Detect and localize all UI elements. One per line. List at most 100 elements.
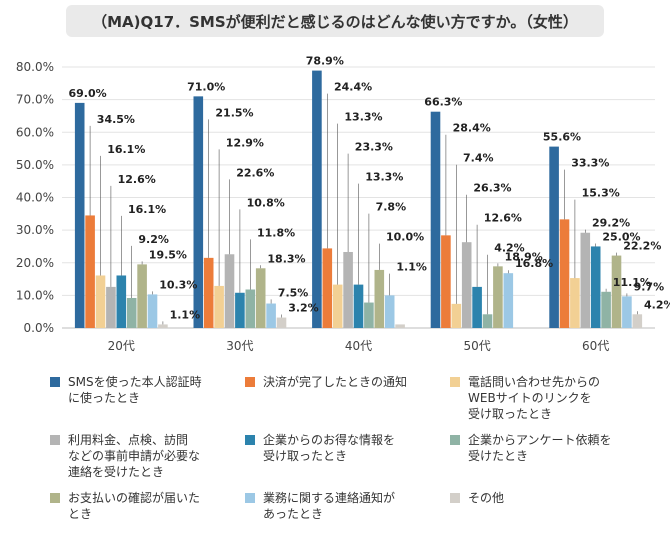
data-label-layer: 69.0% 34.5% 16.1% 12.6% 16.1% 9.2% 19.5% 10.3% 1… [69,55,670,325]
bar [590,246,601,328]
data-label: 18.3% [267,252,305,265]
bar [441,235,451,328]
x-tick-label: 40代 [345,339,372,353]
data-label: 10.3% [159,278,197,291]
chart-title: （MA)Q17．SMSが便利だと感じるのはどんな使い方ですか。（女性） [66,5,604,37]
legend-item: その他 [450,490,645,506]
data-label: 28.4% [453,122,491,135]
legend-label: 企業からアンケート依頼を 受けたとき [468,433,612,463]
data-label: 7.4% [463,152,494,165]
data-label: 21.5% [215,106,253,119]
bar [276,317,287,328]
data-label: 16.1% [107,143,145,156]
data-label: 24.4% [334,81,372,94]
data-label: 13.3% [344,111,382,124]
legend-swatch [450,493,460,503]
legend-swatch [50,435,60,445]
bar [374,269,385,328]
legend-swatch [245,435,255,445]
data-label: 33.3% [571,157,609,170]
legend-item: 企業からのお得な情報を 受け取ったとき [245,432,440,464]
bar [632,314,643,328]
bar [461,242,472,328]
legend-item: 利用料金、点検、訪問 などの事前申請が必要な 連絡を受けたとき [50,432,245,480]
data-label: 4.2% [644,298,670,311]
data-label: 18.9% [505,250,543,263]
data-label: 55.6% [543,131,581,144]
data-label: 10.0% [386,231,424,244]
legend-item: 企業からアンケート依頼を 受けたとき [450,432,645,464]
bar [559,219,570,328]
legend-label: 企業からのお得な情報を 受け取ったとき [263,433,396,463]
bar [106,286,116,328]
y-tick-label: 20.0% [16,256,54,270]
data-label: 1.1% [170,308,201,321]
data-label: 71.0% [187,80,225,93]
bar [472,286,482,328]
y-tick-label: 0.0% [24,321,55,335]
data-label: 3.2% [288,302,319,315]
bar [503,273,514,328]
y-tick-label: 40.0% [16,191,54,205]
legend-item: 決済が完了したときの通知 [245,374,440,390]
bar [224,254,235,328]
y-tick-label: 30.0% [16,223,54,237]
bar [332,284,343,328]
bar [493,266,503,328]
bar [384,295,395,328]
data-label: 11.1% [613,276,651,289]
data-label: 69.0% [69,87,107,100]
data-label: 19.5% [149,248,187,261]
legend-swatch [50,493,60,503]
data-label: 11.8% [257,226,295,239]
data-label: 26.3% [473,182,511,195]
x-tick-label: 20代 [108,339,135,353]
legend-swatch [50,377,60,387]
bar [353,284,364,328]
bar [549,146,559,328]
legend-swatch [245,377,255,387]
x-tick-label: 30代 [226,339,253,353]
legend-swatch [450,435,460,445]
bar [85,215,95,328]
bar-chart: 0.0% 10.0% 20.0% 30.0% 40.0% 50.0% 60.0% 70.0% 8… [16,55,670,353]
data-label: 12.6% [484,212,522,225]
data-label: 29.2% [592,217,630,230]
x-tick-label: 60代 [582,339,609,353]
data-label: 9.2% [138,233,169,246]
legend-label: その他 [468,491,505,505]
bar [611,255,622,328]
data-label: 25.0% [602,230,640,243]
bar [312,70,322,329]
data-label: 9.7% [634,280,665,293]
bar [580,232,591,328]
legend-item: お支払いの確認が届いた とき [50,490,245,522]
legend-item: SMSを使った本人認証時 に使ったとき [50,374,245,406]
y-tick-label: 70.0% [16,93,54,107]
legend-label: 決済が完了したときの通知 [263,375,408,389]
data-label: 13.3% [365,171,403,184]
y-tick-label: 80.0% [16,60,54,74]
legend-swatch [450,377,460,387]
legend-label: 業務に関する連絡通知が あったとき [263,491,396,521]
legend-label: 利用料金、点検、訪問 などの事前申請が必要な 連絡を受けたとき [68,433,201,479]
data-label: 23.3% [355,141,393,154]
data-label: 12.9% [226,136,264,149]
bar [343,251,353,328]
bar-layer [74,70,643,329]
legend-item: 業務に関する連絡通知が あったとき [245,490,440,522]
bar [193,96,204,328]
bar [203,257,214,328]
data-label: 78.9% [306,55,344,68]
bar [451,303,462,328]
bar [158,324,168,328]
bar [116,275,127,328]
data-label: 10.8% [247,196,285,209]
bar [126,297,137,328]
bar [570,278,580,328]
bar [322,248,333,328]
y-tick-label: 10.0% [16,288,54,302]
data-label: 22.2% [623,240,661,253]
bar [482,314,493,328]
legend-label: 電話問い合わせ先からの WEBサイトのリンクを 受け取ったとき [468,375,601,421]
